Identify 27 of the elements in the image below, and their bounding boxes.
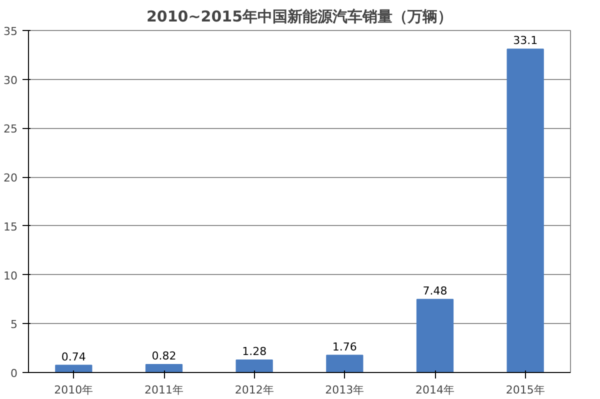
x-tick-label: 2013年 bbox=[325, 384, 364, 396]
data-label: 1.28 bbox=[242, 344, 267, 358]
y-tick-label: 30 bbox=[4, 74, 18, 87]
data-label: 33.1 bbox=[513, 34, 538, 48]
x-tick-label: 2010年 bbox=[54, 384, 94, 396]
data-label: 0.74 bbox=[61, 350, 86, 364]
bar bbox=[416, 298, 454, 372]
chart-title: 2010~2015年中国新能源汽车销量（万辆） bbox=[146, 8, 453, 26]
bar bbox=[55, 364, 92, 372]
x-tick-label: 2012年 bbox=[234, 384, 274, 396]
x-tick-label: 2015年 bbox=[506, 384, 545, 396]
bar bbox=[145, 364, 183, 372]
y-tick-label: 20 bbox=[4, 172, 18, 185]
y-tick-label: 35 bbox=[4, 25, 18, 38]
y-tick-label: 0 bbox=[10, 367, 18, 380]
y-tick-label: 10 bbox=[4, 269, 18, 282]
data-label: 0.82 bbox=[152, 349, 176, 362]
bar bbox=[326, 354, 364, 372]
y-tick-label: 5 bbox=[10, 318, 18, 332]
data-label: 1.76 bbox=[332, 340, 357, 354]
bar bbox=[506, 48, 544, 372]
y-tick-label: 15 bbox=[4, 220, 18, 234]
y-tick-label: 25 bbox=[4, 122, 18, 136]
x-tick-label: 2014年 bbox=[416, 384, 455, 396]
bar bbox=[236, 359, 273, 372]
data-label: 7.48 bbox=[422, 284, 448, 298]
x-tick-label: 2011年 bbox=[144, 384, 184, 396]
